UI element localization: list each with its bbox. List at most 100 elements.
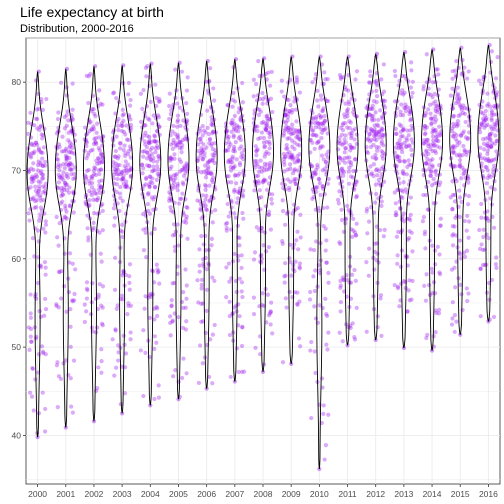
data-point: [348, 148, 353, 153]
data-point: [296, 336, 302, 341]
data-point: [380, 127, 385, 132]
data-point: [201, 264, 206, 269]
data-point: [452, 150, 457, 155]
data-point: [177, 145, 183, 151]
data-point: [120, 175, 126, 181]
data-point: [56, 110, 61, 115]
data-point: [283, 296, 288, 301]
data-point: [321, 403, 326, 408]
data-point: [184, 283, 189, 288]
data-point: [254, 148, 259, 153]
data-point: [174, 142, 179, 148]
data-point: [477, 227, 482, 233]
data-point: [113, 255, 118, 260]
data-point: [479, 201, 484, 207]
data-point: [65, 175, 71, 180]
data-point: [454, 96, 459, 101]
data-point: [141, 133, 147, 138]
data-point: [321, 127, 326, 133]
data-point: [449, 322, 455, 327]
data-point: [298, 212, 303, 217]
data-point: [168, 166, 173, 171]
data-point: [152, 396, 157, 402]
data-point: [482, 156, 487, 161]
data-point: [409, 230, 414, 235]
data-point: [313, 125, 318, 130]
data-point: [183, 170, 188, 175]
data-point: [429, 116, 434, 121]
data-point: [231, 134, 236, 140]
data-point: [59, 176, 64, 181]
data-point: [168, 174, 173, 179]
data-point: [395, 154, 400, 159]
data-point: [226, 214, 231, 219]
data-point: [235, 346, 240, 351]
data-point: [457, 164, 463, 169]
data-point: [116, 172, 121, 177]
data-point: [298, 344, 303, 349]
data-point: [127, 280, 132, 285]
data-point: [403, 109, 409, 114]
data-point: [171, 173, 176, 178]
data-point: [407, 108, 412, 113]
data-point: [38, 162, 43, 167]
data-point: [67, 140, 72, 145]
x-tick-label: 2013: [394, 489, 413, 499]
data-point: [354, 69, 360, 74]
data-point: [484, 115, 489, 121]
data-point: [267, 141, 272, 147]
data-point: [60, 174, 65, 179]
data-point: [421, 87, 426, 92]
data-point: [312, 170, 317, 175]
data-point: [353, 233, 358, 238]
data-point: [26, 211, 31, 216]
data-point: [487, 137, 492, 142]
data-point: [66, 190, 72, 195]
data-point: [477, 246, 483, 251]
data-point: [41, 145, 47, 150]
data-point: [315, 98, 320, 103]
data-point: [347, 181, 352, 186]
data-point: [55, 405, 60, 410]
data-point: [324, 152, 329, 157]
data-point: [210, 220, 215, 225]
data-point: [280, 241, 285, 246]
data-point: [401, 171, 406, 176]
data-point: [93, 140, 98, 145]
data-point: [269, 300, 274, 305]
data-point: [128, 330, 133, 335]
data-point: [404, 76, 409, 82]
data-point: [282, 169, 287, 174]
violin-2001: [54, 68, 77, 428]
data-point: [99, 347, 104, 352]
data-point: [175, 119, 180, 124]
data-point: [345, 114, 350, 119]
data-point: [200, 156, 205, 162]
data-point: [62, 126, 68, 131]
data-point: [284, 124, 289, 129]
data-point: [310, 196, 315, 202]
data-point: [70, 299, 75, 304]
data-point: [374, 258, 379, 263]
data-point: [256, 169, 262, 174]
data-point: [147, 153, 152, 158]
data-point: [409, 137, 414, 142]
data-point: [294, 135, 299, 140]
data-point: [283, 112, 289, 117]
data-point: [478, 130, 483, 135]
data-point: [430, 291, 435, 296]
data-point: [396, 141, 401, 146]
data-point: [168, 205, 173, 210]
data-point: [31, 167, 36, 172]
data-point: [494, 90, 500, 95]
data-point: [184, 296, 189, 301]
data-point: [235, 196, 240, 201]
data-point: [400, 195, 405, 200]
data-point: [409, 297, 414, 302]
data-point: [43, 181, 48, 186]
data-point: [210, 332, 215, 337]
data-point: [455, 93, 460, 98]
y-tick-label: 60: [12, 254, 22, 264]
data-point: [232, 113, 237, 119]
data-point: [367, 131, 372, 137]
